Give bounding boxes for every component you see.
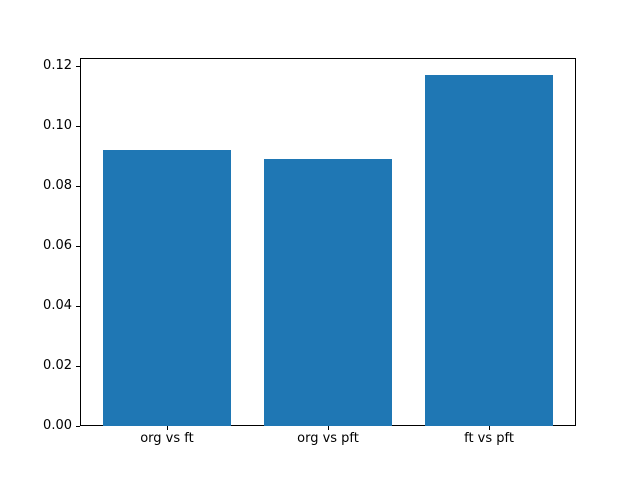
x-tick-mark <box>166 426 168 430</box>
bar-org-vs-ft <box>102 150 232 426</box>
x-tick-label: ft vs pft <box>464 431 514 446</box>
y-tick-mark <box>76 366 80 368</box>
y-tick-mark <box>76 246 80 248</box>
y-tick-label: 0.06 <box>43 238 72 254</box>
x-tick-mark <box>328 426 329 430</box>
bar-ft-vs-pft <box>424 75 554 426</box>
y-tick-mark <box>76 306 80 308</box>
y-tick-mark <box>76 66 80 68</box>
x-tick-label: org vs ft <box>140 431 194 446</box>
y-tick-label: 0.10 <box>43 118 72 134</box>
bar-org-vs-pft <box>263 159 393 426</box>
y-tick-mark <box>76 186 80 188</box>
y-tick-mark <box>76 426 80 427</box>
y-tick-mark <box>76 126 80 128</box>
x-tick-mark <box>489 426 491 430</box>
y-tick-label: 0.00 <box>43 418 72 433</box>
plot-area <box>80 58 576 426</box>
x-tick-label: org vs pft <box>297 431 359 446</box>
y-tick-label: 0.02 <box>43 358 72 374</box>
y-tick-label: 0.04 <box>43 298 72 314</box>
y-tick-label: 0.12 <box>43 58 72 74</box>
y-tick-label: 0.08 <box>43 178 72 194</box>
